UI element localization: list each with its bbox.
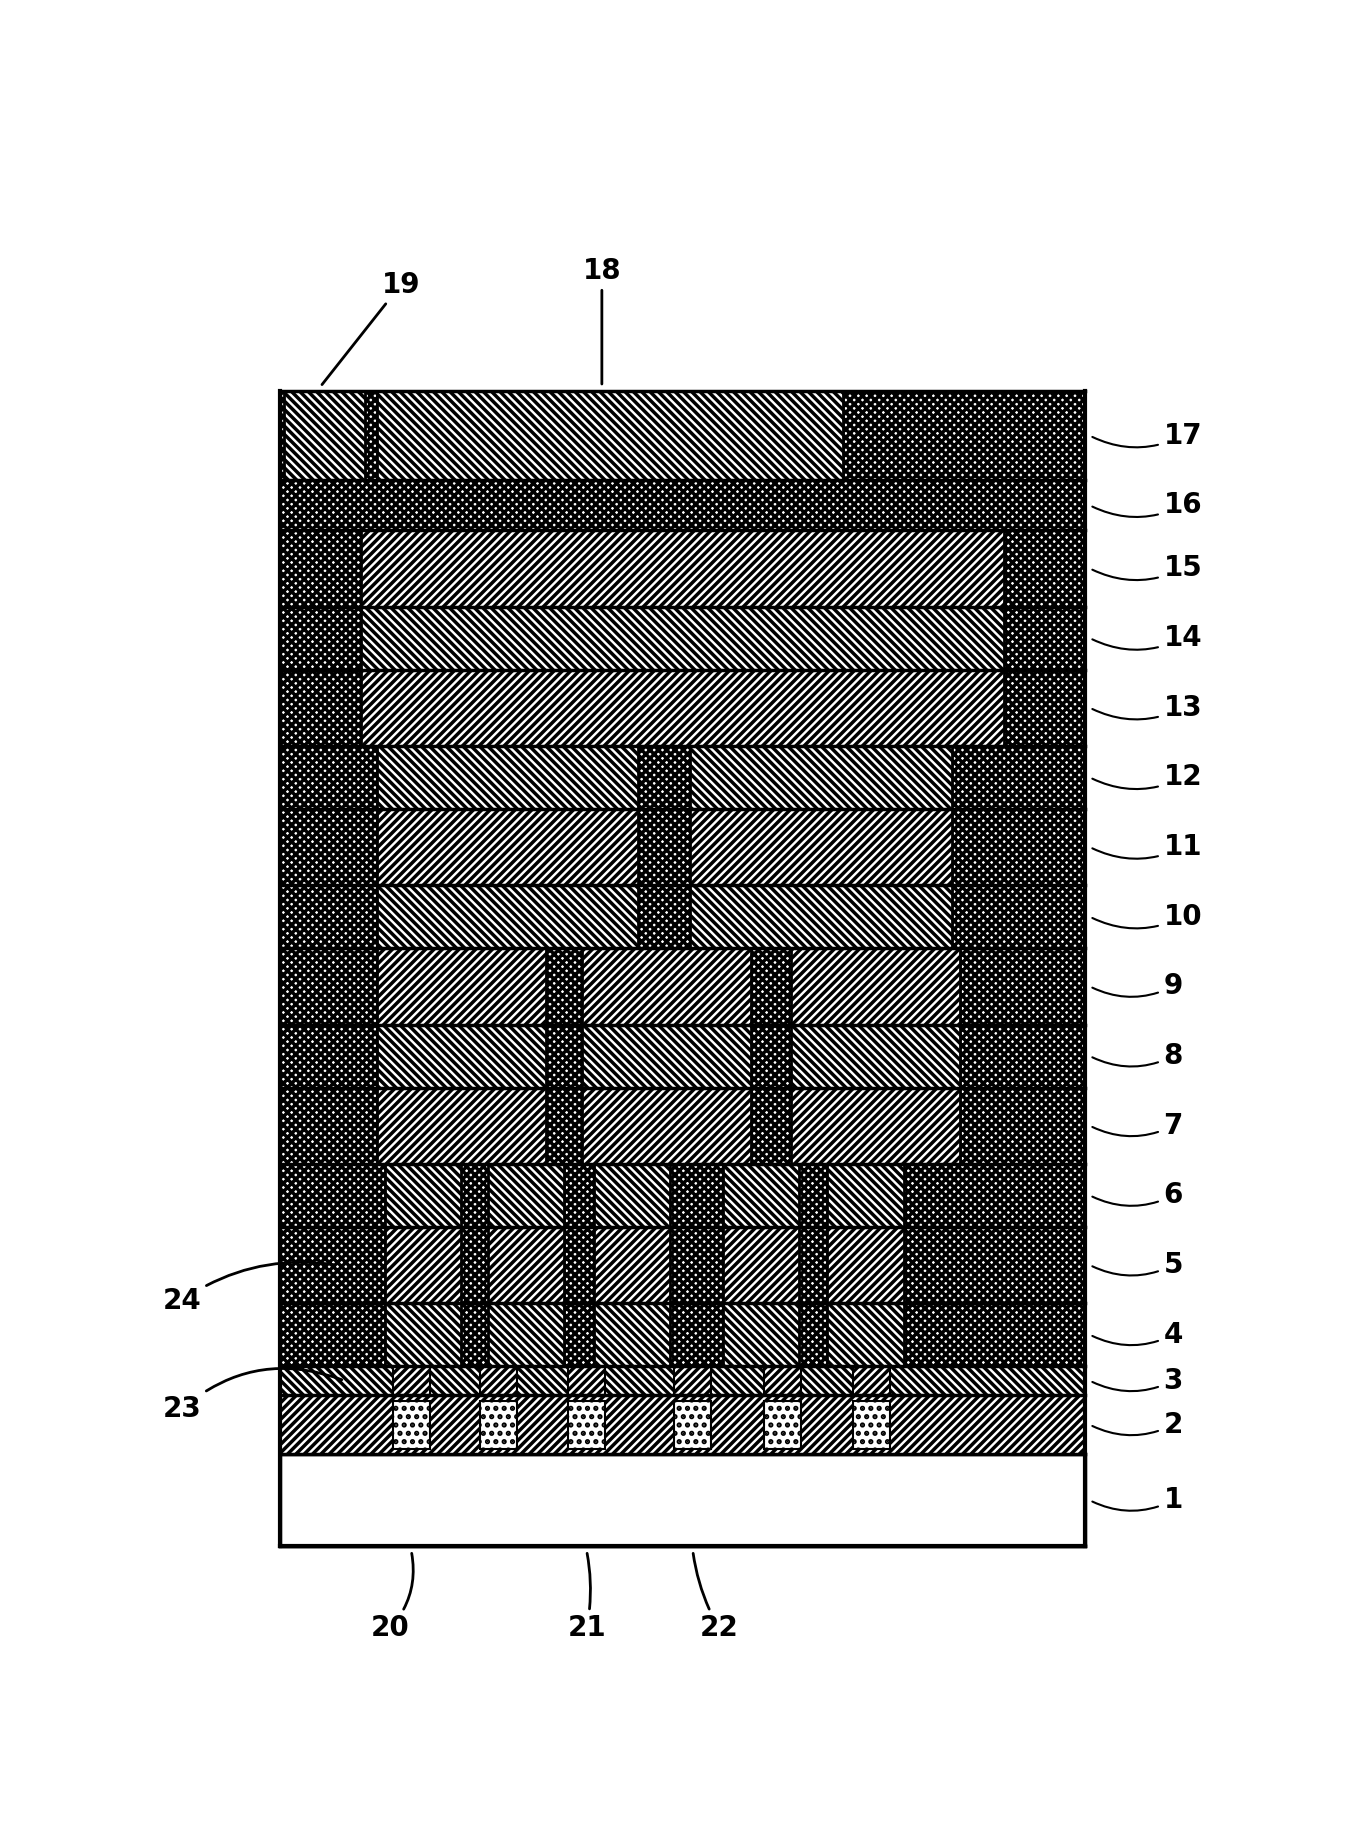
Bar	[722, 1303, 799, 1366]
Bar	[377, 390, 843, 481]
Bar	[594, 1303, 670, 1366]
Bar	[377, 808, 638, 886]
Text: 7: 7	[1092, 1112, 1183, 1140]
Bar	[280, 1088, 1084, 1164]
Bar	[791, 1025, 959, 1088]
Bar	[487, 1164, 565, 1226]
Bar	[764, 1366, 802, 1395]
Bar	[392, 1401, 430, 1449]
Bar	[280, 746, 1084, 808]
Text: 23: 23	[163, 1368, 342, 1423]
Bar	[280, 948, 1084, 1025]
Bar	[722, 1226, 799, 1303]
Text: 3: 3	[1092, 1366, 1183, 1395]
Bar	[854, 1366, 890, 1395]
Bar	[377, 886, 638, 948]
Bar	[854, 1401, 890, 1449]
Bar	[569, 1401, 605, 1449]
Bar	[377, 1088, 546, 1164]
Bar	[361, 530, 1004, 606]
Bar	[569, 1366, 605, 1395]
Bar	[361, 606, 1004, 670]
Bar	[280, 670, 1084, 746]
Bar	[280, 1395, 1084, 1454]
Text: 16: 16	[1092, 492, 1202, 519]
Bar	[384, 1226, 461, 1303]
Text: 10: 10	[1092, 902, 1202, 932]
Bar	[377, 1025, 546, 1088]
Text: 6: 6	[1092, 1182, 1183, 1210]
Text: 19: 19	[322, 271, 419, 385]
Bar	[280, 390, 1084, 481]
Bar	[828, 1303, 904, 1366]
Bar	[280, 1025, 1084, 1088]
Bar	[791, 1088, 959, 1164]
Text: 15: 15	[1092, 554, 1202, 582]
Bar	[280, 1366, 1084, 1395]
Text: 1: 1	[1092, 1486, 1183, 1515]
Text: 21: 21	[567, 1554, 605, 1642]
Text: 8: 8	[1092, 1042, 1183, 1070]
Bar	[722, 1164, 799, 1226]
Bar	[674, 1401, 711, 1449]
Bar	[691, 746, 951, 808]
Bar	[280, 886, 1084, 948]
Text: 24: 24	[163, 1263, 334, 1314]
Bar	[479, 1366, 517, 1395]
Bar	[280, 1454, 1084, 1546]
Bar	[280, 390, 1084, 481]
Bar	[764, 1401, 802, 1449]
Text: 22: 22	[693, 1554, 738, 1642]
Bar	[582, 1025, 750, 1088]
Text: 5: 5	[1092, 1252, 1183, 1279]
Bar	[791, 948, 959, 1025]
Bar	[594, 1164, 670, 1226]
Bar	[392, 1366, 430, 1395]
Bar	[280, 1226, 1084, 1303]
Bar	[479, 1401, 517, 1449]
Bar	[582, 948, 750, 1025]
Bar	[691, 808, 951, 886]
Text: 4: 4	[1092, 1320, 1183, 1349]
Text: 18: 18	[582, 256, 622, 385]
Bar	[280, 530, 1084, 606]
Text: 9: 9	[1092, 972, 1183, 1000]
Text: 2: 2	[1092, 1410, 1183, 1440]
Bar	[828, 1164, 904, 1226]
Text: 13: 13	[1092, 694, 1202, 722]
Bar	[691, 886, 951, 948]
Bar	[582, 1088, 750, 1164]
Bar	[280, 606, 1084, 670]
Text: 12: 12	[1092, 764, 1202, 792]
Text: 14: 14	[1092, 624, 1202, 652]
Bar	[828, 1226, 904, 1303]
Bar	[280, 1303, 1084, 1366]
Bar	[384, 1303, 461, 1366]
Bar	[280, 1164, 1084, 1226]
Bar	[377, 948, 546, 1025]
Text: 17: 17	[1092, 422, 1202, 449]
Bar	[674, 1366, 711, 1395]
Bar	[284, 390, 365, 481]
Bar	[384, 1164, 461, 1226]
Bar	[487, 1303, 565, 1366]
Text: 11: 11	[1092, 834, 1202, 862]
Text: 20: 20	[370, 1554, 414, 1642]
Bar	[280, 808, 1084, 886]
Bar	[377, 746, 638, 808]
Bar	[487, 1226, 565, 1303]
Bar	[361, 670, 1004, 746]
Bar	[594, 1226, 670, 1303]
Bar	[280, 481, 1084, 530]
